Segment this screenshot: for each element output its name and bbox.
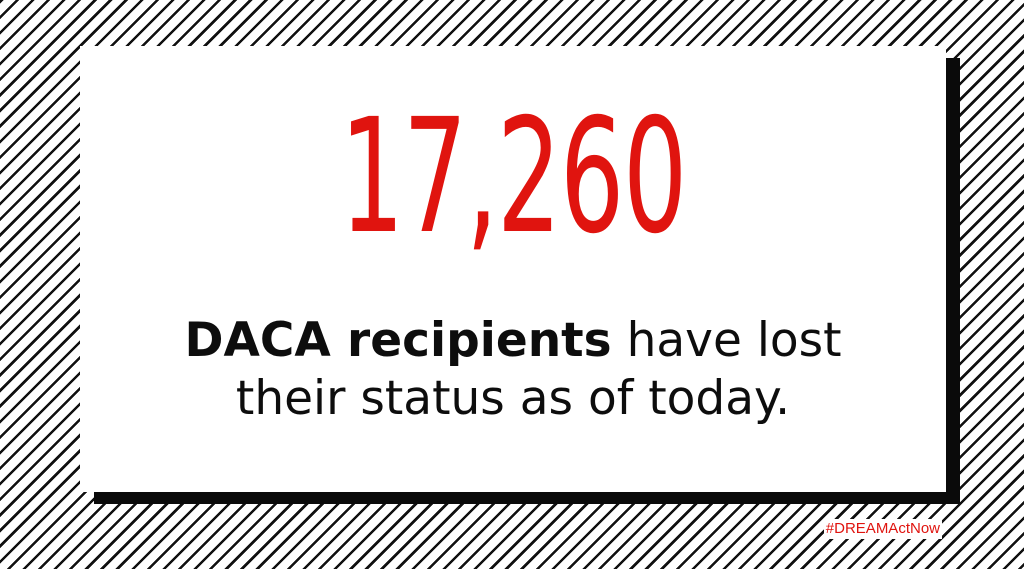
statistic-card: 17,260 DACA recipients have lost their s… — [80, 46, 946, 492]
message-regular-text: have lost — [611, 313, 842, 368]
message-bold-text: DACA recipients — [184, 313, 612, 368]
hashtag-label: #DREAMActNow — [823, 519, 942, 539]
message-line-2: their status as of today. — [235, 371, 791, 426]
statistic-number: 17,260 — [339, 85, 687, 269]
message-line-1: DACA recipients have lost — [80, 312, 946, 370]
statistic-message: DACA recipients have lost their status a… — [80, 312, 946, 428]
